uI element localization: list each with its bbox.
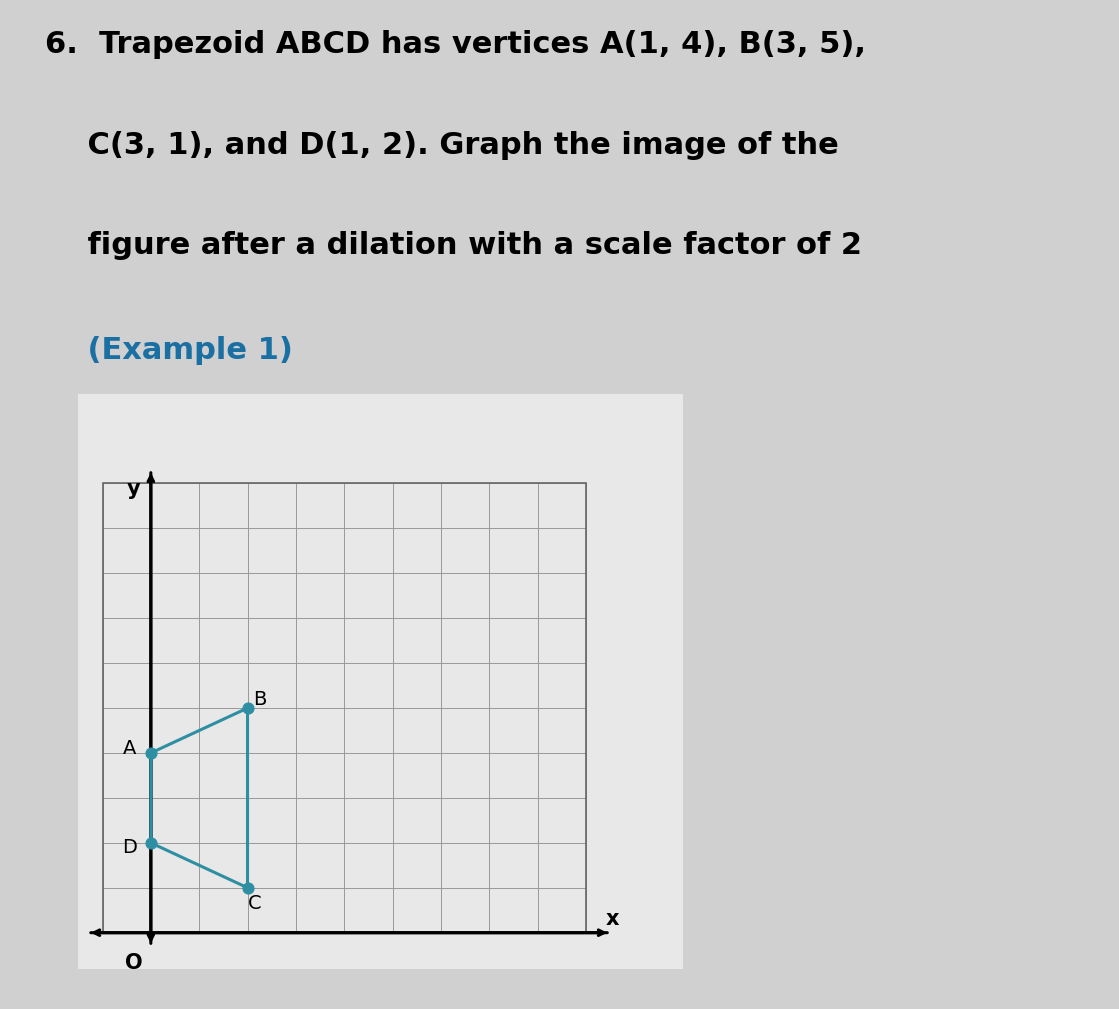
Text: y: y	[128, 479, 141, 498]
Text: (Example 1): (Example 1)	[45, 336, 293, 365]
Point	[238, 700, 256, 716]
Text: O: O	[125, 952, 143, 973]
Text: A: A	[122, 739, 135, 758]
Text: C(3, 1), and D(1, 2). Graph the image of the: C(3, 1), and D(1, 2). Graph the image of…	[45, 131, 838, 159]
Text: 6.  Trapezoid ABCD has vertices A(1, 4), B(3, 5),: 6. Trapezoid ABCD has vertices A(1, 4), …	[45, 30, 866, 59]
Text: x: x	[605, 909, 619, 929]
Text: C: C	[248, 894, 262, 913]
Point	[238, 880, 256, 896]
Text: figure after a dilation with a scale factor of 2: figure after a dilation with a scale fac…	[45, 231, 862, 260]
Text: D: D	[122, 837, 137, 857]
Point	[142, 834, 160, 851]
Text: B: B	[253, 689, 266, 708]
Bar	[103, 483, 586, 932]
Point	[142, 745, 160, 761]
